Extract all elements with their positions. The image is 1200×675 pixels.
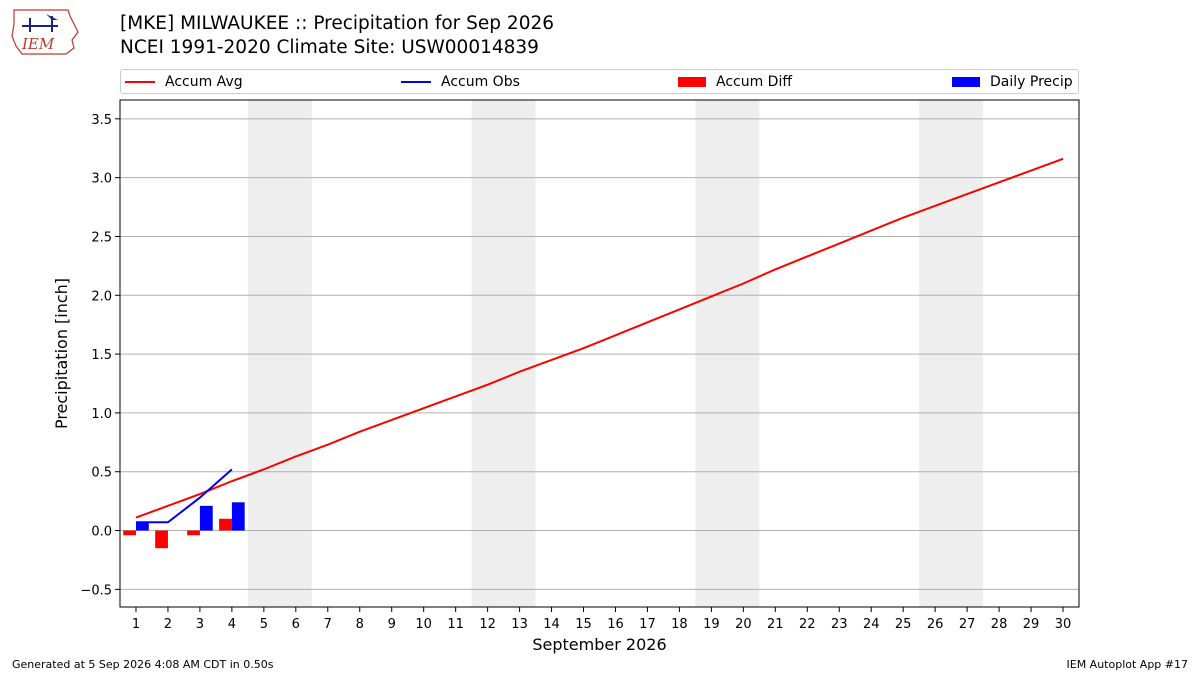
weekend-shade-2 <box>471 100 536 607</box>
x-axis-label: September 2026 <box>532 635 666 654</box>
y-tick-label-2: 2.0 <box>91 289 112 304</box>
x-tick-label-9: 9 <box>388 617 396 632</box>
x-tick-label-21: 21 <box>767 617 784 632</box>
x-tick-label-14: 14 <box>543 617 560 632</box>
footer-app-id: IEM Autoplot App #17 <box>1066 658 1189 671</box>
x-tick-label-3: 3 <box>196 617 204 632</box>
x-tick-label-27: 27 <box>959 617 976 632</box>
legend-label-accum-obs: Accum Obs <box>441 74 520 90</box>
x-tick-label-17: 17 <box>639 617 656 632</box>
line-layer <box>135 157 1064 524</box>
weekend-shade-3 <box>695 100 760 607</box>
x-tick-label-25: 25 <box>895 617 912 632</box>
axis-layer: 1 2 3 4 5 6 7 8 9 10 11 12 13 14 15 16 17 18 19 20 21 22 23 24 2… <box>80 113 1071 632</box>
bar-daily-precip-day-4 <box>231 502 245 531</box>
series-line-accum-avg <box>135 157 1064 519</box>
legend-item-accum-avg: Accum Avg <box>125 73 243 91</box>
legend-swatch-daily-precip <box>952 77 980 87</box>
y-tick-label-1.5: 1.5 <box>91 348 112 363</box>
x-tick-label-16: 16 <box>607 617 624 632</box>
x-tick-label-22: 22 <box>799 617 816 632</box>
x-tick-label-28: 28 <box>991 617 1008 632</box>
chart-title: [MKE] MILWAUKEE :: Precipitation for Sep… <box>120 12 554 60</box>
logo-text: IEM <box>21 35 55 53</box>
y-tick-label-2.5: 2.5 <box>91 230 112 245</box>
bar-accum-diff-day-3 <box>187 530 200 536</box>
series-line-accum-obs <box>135 468 233 524</box>
x-tick-label-2: 2 <box>164 617 172 632</box>
grid-layer <box>120 118 1079 590</box>
chart-legend: Accum Avg Accum Obs Accum Diff Daily Pre… <box>120 69 1079 94</box>
x-tick-label-29: 29 <box>1023 617 1040 632</box>
weekend-shade-1 <box>247 100 312 607</box>
y-tick-label-0.5: 0.5 <box>91 466 112 481</box>
x-tick-label-4: 4 <box>228 617 236 632</box>
title-line-1: [MKE] MILWAUKEE :: Precipitation for Sep… <box>120 13 555 34</box>
x-tick-label-15: 15 <box>575 617 592 632</box>
x-tick-label-1: 1 <box>132 617 140 632</box>
y-axis-label: Precipitation [inch] <box>52 278 71 429</box>
legend-label-accum-avg: Accum Avg <box>165 74 243 90</box>
bar-layer <box>123 502 245 549</box>
x-tick-label-19: 19 <box>703 617 720 632</box>
x-tick-label-18: 18 <box>671 617 688 632</box>
x-tick-label-12: 12 <box>479 617 496 632</box>
footer-generated: Generated at 5 Sep 2026 4:08 AM CDT in 0… <box>12 658 274 671</box>
bar-accum-diff-day-4 <box>219 518 232 531</box>
weekend-shade-4 <box>919 100 984 607</box>
x-tick-label-23: 23 <box>831 617 848 632</box>
x-tick-label-5: 5 <box>260 617 268 632</box>
y-tick-label-0: 0.0 <box>91 525 112 540</box>
legend-swatch-accum-obs <box>401 81 431 83</box>
bar-daily-precip-day-1 <box>135 522 149 531</box>
y-tick-label--0.5: −0.5 <box>80 583 112 598</box>
x-tick-label-13: 13 <box>511 617 528 632</box>
x-tick-label-26: 26 <box>927 617 944 632</box>
title-line-2: NCEI 1991-2020 Climate Site: USW00014839 <box>120 37 539 58</box>
bar-accum-diff-day-1 <box>123 530 136 536</box>
bar-accum-diff-day-2 <box>155 530 168 549</box>
legend-item-accum-diff: Accum Diff <box>678 73 792 91</box>
y-tick-label-3: 3.0 <box>91 172 112 187</box>
plot-frame <box>119 99 1080 608</box>
legend-item-accum-obs: Accum Obs <box>401 73 520 91</box>
y-tick-label-1: 1.0 <box>91 407 112 422</box>
legend-swatch-accum-avg <box>125 81 155 83</box>
y-tick-label-3.5: 3.5 <box>91 113 112 128</box>
x-tick-label-10: 10 <box>415 617 432 632</box>
legend-swatch-accum-diff <box>678 77 706 87</box>
legend-item-daily-precip: Daily Precip <box>952 73 1073 91</box>
x-tick-label-24: 24 <box>863 617 880 632</box>
x-tick-label-7: 7 <box>324 617 332 632</box>
x-tick-label-20: 20 <box>735 617 752 632</box>
bar-daily-precip-day-3 <box>199 505 213 531</box>
iem-logo: IEM <box>11 9 79 55</box>
legend-label-accum-diff: Accum Diff <box>716 74 793 90</box>
x-tick-label-11: 11 <box>447 617 464 632</box>
weekend-shading-layer <box>247 100 984 607</box>
x-tick-label-30: 30 <box>1055 617 1072 632</box>
x-tick-label-6: 6 <box>292 617 300 632</box>
legend-label-daily-precip: Daily Precip <box>990 74 1073 90</box>
x-tick-label-8: 8 <box>356 617 364 632</box>
